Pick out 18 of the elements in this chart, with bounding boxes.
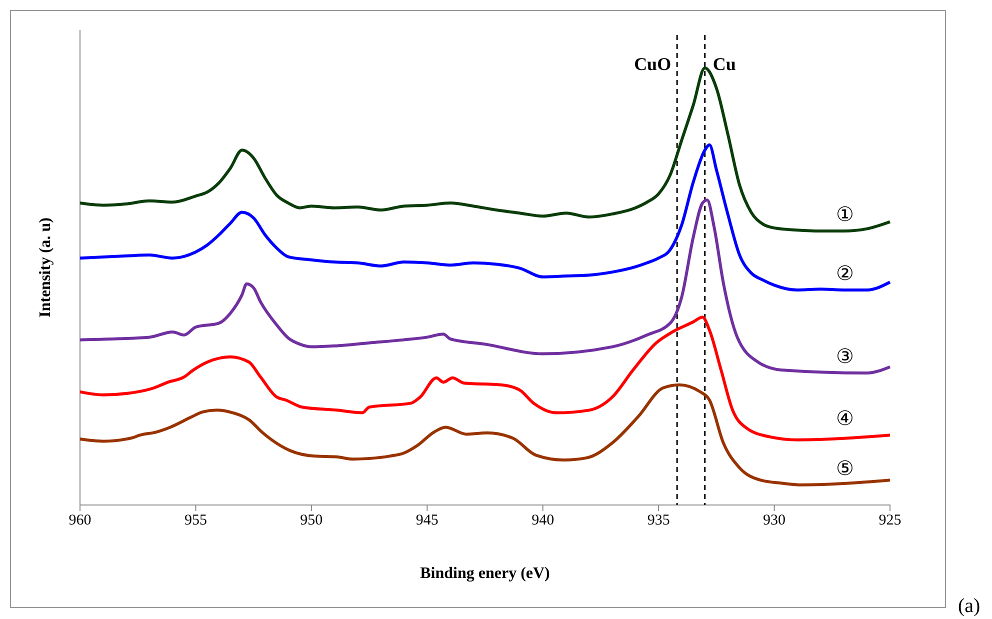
x-tick-label: 930 xyxy=(763,512,786,529)
ref-line-label: Cu xyxy=(712,54,736,74)
series-label: ⑤ xyxy=(836,458,854,480)
x-tick-label: 935 xyxy=(647,512,670,529)
x-tick-label: 950 xyxy=(300,512,323,529)
x-tick-label: 940 xyxy=(532,512,554,529)
series-label: ① xyxy=(836,204,854,226)
series-label: ② xyxy=(836,262,854,285)
x-axis-title: Binding enery (eV) xyxy=(420,565,550,582)
ref-line-label: CuO xyxy=(634,54,672,74)
series-label: ③ xyxy=(836,346,854,368)
y-axis-title: Intensity (a. u) xyxy=(37,217,54,318)
x-tick-label: 925 xyxy=(878,512,902,529)
x-tick-label: 955 xyxy=(184,512,207,529)
text: (a) xyxy=(958,595,980,617)
x-tick-label: 945 xyxy=(416,512,438,529)
x-tick-label: 960 xyxy=(68,512,92,529)
series-label: ④ xyxy=(836,408,854,430)
